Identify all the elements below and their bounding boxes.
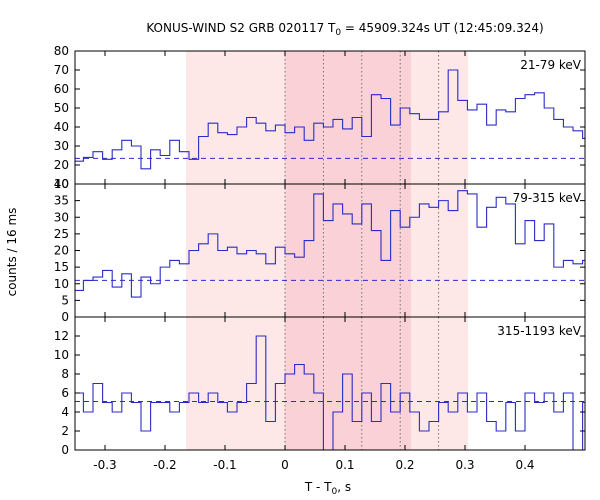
- y-tick-label: 20: [54, 158, 69, 172]
- y-axis-label: counts / 16 ms: [5, 208, 19, 297]
- y-tick-label: 70: [54, 63, 69, 77]
- y-tick-label: 10: [54, 277, 69, 291]
- y-tick-label: 40: [54, 177, 69, 191]
- y-tick-label: 8: [61, 367, 69, 381]
- chart-title: KONUS-WIND S2 GRB 020117 T0 = 45909.324s…: [146, 21, 543, 38]
- x-tick-label: 0.2: [395, 458, 414, 472]
- x-tick-label: 0.3: [455, 458, 474, 472]
- panel-1: 10 20 30 40 50 60 70 80 21-79 keV: [54, 44, 586, 191]
- x-axis-label: T - T0, s: [304, 480, 351, 497]
- panel-frame: [74, 316, 586, 451]
- y-tick-label: 2: [61, 424, 69, 438]
- y-tick-label: 10: [54, 177, 69, 191]
- y-tick-label: 30: [54, 210, 69, 224]
- light-curve: [75, 69, 585, 170]
- x-tick-label: 0.4: [515, 458, 534, 472]
- light-curve: [75, 335, 585, 451]
- panel-2: 0 5 10 15 20 25 30 35 40 79-315 keV: [54, 177, 586, 324]
- y-tick-label: 4: [61, 405, 69, 419]
- y-tick-label: 5: [61, 293, 69, 307]
- y-tick-label: 40: [54, 120, 69, 134]
- shaded-region-2: [285, 317, 411, 450]
- y-tick-label: 10: [54, 348, 69, 362]
- x-tick-label: -0.1: [213, 458, 236, 472]
- y-tick-label: 6: [61, 386, 69, 400]
- y-tick-label: 12: [54, 329, 69, 343]
- energy-band-label: 315-1193 keV: [497, 324, 581, 338]
- y-tick-label: 80: [54, 44, 69, 58]
- light-curve: [75, 190, 585, 298]
- x-tick-label: -0.3: [93, 458, 116, 472]
- energy-band-label: 21-79 keV: [520, 58, 582, 72]
- y-tick-label: 15: [54, 260, 69, 274]
- shaded-region-2: [285, 184, 411, 317]
- energy-band-label: 79-315 keV: [513, 191, 582, 205]
- x-tick-label: -0.2: [153, 458, 176, 472]
- y-tick-label: 50: [54, 101, 69, 115]
- y-tick-label: 20: [54, 244, 69, 258]
- y-tick-label: 30: [54, 139, 69, 153]
- y-tick-label: 0: [61, 443, 69, 457]
- y-tick-label: 35: [54, 194, 69, 208]
- shaded-region-2: [285, 51, 411, 184]
- panel-3: 0 2 4 6 8 10 12 315-1193 keV: [54, 316, 586, 457]
- y-tick-label: 25: [54, 227, 69, 241]
- x-tick-label: 0.1: [335, 458, 354, 472]
- y-tick-label: 60: [54, 82, 69, 96]
- x-tick-label: 0: [281, 458, 289, 472]
- y-tick-label: 0: [61, 310, 69, 324]
